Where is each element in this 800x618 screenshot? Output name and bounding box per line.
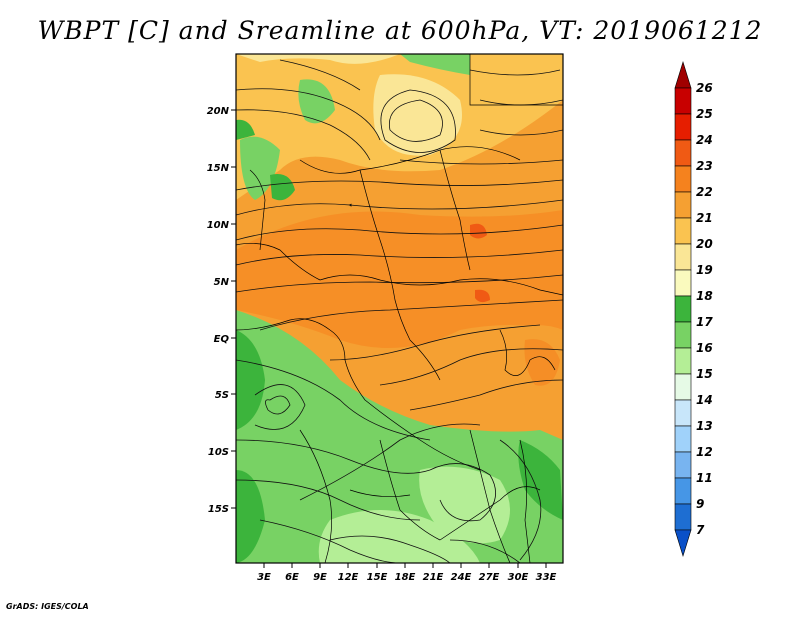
colorbar-swatch bbox=[674, 373, 692, 401]
lon-tick-label: 27E bbox=[479, 572, 500, 583]
colorbar-swatch bbox=[674, 269, 692, 297]
lon-tick-label: 12E bbox=[338, 572, 359, 583]
colorbar-top-triangle bbox=[674, 60, 692, 89]
lon-axis: 3E 6E 9E 12E 15E 18E 21E 24E 27E 30E 33E bbox=[257, 563, 557, 583]
lat-tick-label: 15S bbox=[208, 504, 229, 515]
lon-tick-label: 15E bbox=[367, 572, 388, 583]
map-title: WBPT [C] and Sreamline at 600hPa, VT: 20… bbox=[37, 16, 763, 45]
colorbar-label: 16 bbox=[696, 341, 713, 355]
colorbar-swatch bbox=[674, 165, 692, 193]
borders bbox=[236, 54, 563, 563]
colorbar-swatch bbox=[674, 217, 692, 245]
colorbar-label: 18 bbox=[696, 289, 713, 303]
colorbar-label: 21 bbox=[696, 211, 713, 225]
colorbar-bottom-triangle bbox=[674, 529, 692, 558]
streamlines bbox=[236, 59, 563, 563]
colorbar-label: 7 bbox=[696, 523, 705, 537]
colorbar-swatch bbox=[674, 295, 692, 323]
lat-tick-label: EQ bbox=[214, 334, 230, 345]
colorbar-label: 14 bbox=[696, 393, 713, 407]
colorbar-swatch bbox=[674, 399, 692, 427]
lat-tick-label: 5N bbox=[214, 277, 230, 288]
colorbar-label: 19 bbox=[696, 263, 713, 277]
colorbar-swatch bbox=[674, 347, 692, 375]
lon-tick-label: 30E bbox=[508, 572, 529, 583]
lon-tick-label: 18E bbox=[395, 572, 416, 583]
lat-tick-label: 10S bbox=[208, 447, 229, 458]
colorbar-label: 15 bbox=[696, 367, 713, 381]
colorbar-label: 11 bbox=[696, 471, 713, 485]
colorbar-label: 17 bbox=[696, 315, 713, 329]
colorbar-label: 13 bbox=[696, 419, 713, 433]
colorbar-label: 22 bbox=[696, 185, 713, 199]
lat-axis: 20N 15N 10N 5N EQ 5S 10S 15S bbox=[207, 106, 236, 515]
lat-tick-label: 20N bbox=[207, 106, 230, 117]
lat-tick-label: 5S bbox=[215, 390, 229, 401]
colorbar-label: 24 bbox=[696, 133, 713, 147]
colorbar-swatch bbox=[674, 477, 692, 505]
colorbar-label: 12 bbox=[696, 445, 713, 459]
colorbar-swatch bbox=[674, 321, 692, 349]
colorbar-swatch bbox=[674, 113, 692, 141]
lat-tick-label: 15N bbox=[207, 163, 230, 174]
lat-tick-label: 10N bbox=[207, 220, 230, 231]
colorbar: 26 25 24 23 22 21 20 19 18 17 16 15 14 13 12 11 9 7 bbox=[674, 60, 713, 558]
colorbar-swatch bbox=[674, 243, 692, 271]
colorbar-label: 25 bbox=[696, 107, 713, 121]
lon-tick-label: 33E bbox=[536, 572, 557, 583]
colorbar-label: 20 bbox=[696, 237, 713, 251]
colorbar-swatch bbox=[674, 191, 692, 219]
colorbar-label: 9 bbox=[696, 497, 704, 511]
colorbar-swatch bbox=[674, 425, 692, 453]
colorbar-swatch bbox=[674, 139, 692, 167]
wbpt-field bbox=[236, 54, 563, 563]
lon-tick-label: 3E bbox=[257, 572, 271, 583]
colorbar-label: 26 bbox=[696, 81, 713, 95]
lon-tick-label: 6E bbox=[285, 572, 299, 583]
colorbar-label: 23 bbox=[696, 159, 713, 173]
colorbar-swatch bbox=[674, 451, 692, 479]
colorbar-swatch bbox=[674, 87, 692, 115]
colorbar-swatch bbox=[674, 503, 692, 531]
lon-tick-label: 24E bbox=[451, 572, 472, 583]
grads-credit: GrADS: IGES/COLA bbox=[6, 602, 89, 611]
lon-tick-label: 21E bbox=[423, 572, 444, 583]
lon-tick-label: 9E bbox=[313, 572, 327, 583]
